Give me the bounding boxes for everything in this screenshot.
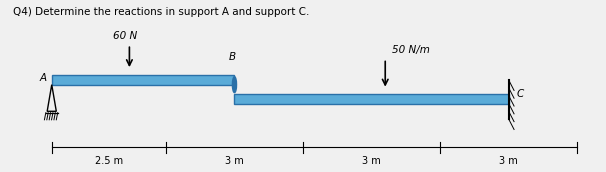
Bar [52,75,235,85]
Circle shape [233,77,236,93]
Text: 3 m: 3 m [362,156,381,166]
Text: Q4) Determine the reactions in support A and support C.: Q4) Determine the reactions in support A… [13,7,310,17]
Bar [235,94,508,104]
Text: 3 m: 3 m [499,156,518,166]
Text: 50 N/m: 50 N/m [392,45,430,55]
Text: 3 m: 3 m [225,156,244,166]
Text: 60 N: 60 N [113,31,137,41]
Text: A: A [40,73,47,83]
Text: C: C [517,89,524,99]
Text: 2.5 m: 2.5 m [95,156,123,166]
Text: B: B [228,52,236,62]
